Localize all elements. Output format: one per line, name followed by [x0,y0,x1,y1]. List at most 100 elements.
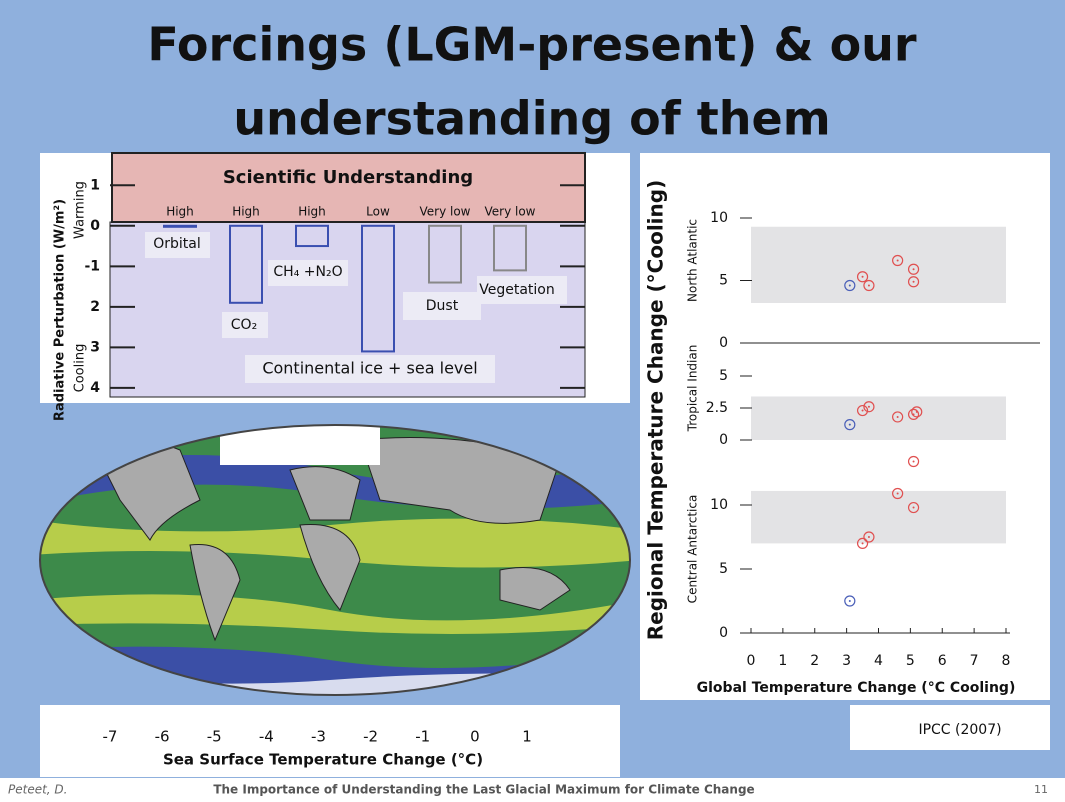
slide-title: understanding of them [233,92,830,146]
point-dot [912,280,915,283]
source: IPCC (2007) [918,722,1001,738]
point-dot [867,405,870,408]
understanding-label: High [232,205,260,219]
y-tick-label: 4 [90,380,100,396]
point-dot [896,492,899,495]
y-tick-label: 1 [90,177,100,193]
x-tick-label: 6 [938,653,947,669]
category-label: Orbital [153,236,201,252]
y-tick-label: 10 [710,497,728,513]
category-label: Continental ice + sea level [262,359,477,378]
annotation: Warming [73,181,88,239]
footer-title: The Importance of Understanding the Last… [213,783,754,797]
footer-author: Peteet, D. [8,783,67,797]
understanding-label: High [298,205,326,219]
range-band [751,226,1006,303]
y-axis-label: Regional Temperature Change (°Cooling) [644,180,668,640]
x-tick-label: 4 [874,653,883,669]
y-tick-label: 0 [719,625,728,641]
point [856,537,869,550]
range-band [751,490,1006,544]
bar [493,224,527,272]
x-tick-label: -6 [155,728,170,746]
point [892,411,904,423]
category-label: Dust [426,298,459,314]
label-box [268,260,348,286]
point-dot [848,284,851,287]
y-tick-label: 10 [710,210,728,226]
y-tick-label: 2.5 [706,400,728,416]
panel-label: Tropical Indian [686,345,700,433]
slide-title: Forcings (LGM-present) & our [147,18,917,72]
x-tick-label: 1 [522,728,532,746]
bar [428,224,462,284]
x-tick-label: -3 [311,728,326,746]
point [892,254,904,267]
label-box [477,276,567,304]
understanding-label: Very low [485,205,536,219]
x-tick-label: 3 [842,653,851,669]
point [863,401,875,413]
point-dot [867,284,870,287]
bar [229,224,263,304]
category-label: CO₂ [231,317,257,333]
point-dot [896,259,899,262]
point [844,595,856,607]
label-box [245,355,495,383]
bar [295,224,329,248]
point [844,419,856,431]
range-band [751,396,1006,440]
label-box [145,232,210,258]
understanding-label: High [166,205,194,219]
x-tick-label: 1 [778,653,787,669]
understanding-label: Very low [420,205,471,219]
bar [361,224,395,353]
panel-label: North Atlantic [686,219,700,302]
page-number: 11 [1034,783,1048,796]
point-dot [848,423,851,426]
y-tick-label: 2 [90,299,100,315]
point-dot [861,275,864,278]
point [911,406,923,418]
x-tick-label: 5 [906,653,915,669]
point-dot [867,536,870,538]
x-tick-label: 0 [470,728,480,746]
point [907,408,920,420]
point [856,271,869,283]
colorbar-background [40,705,620,777]
y-tick-label: 0 [719,432,728,448]
x-tick-label: 2 [810,653,819,669]
point [863,279,875,292]
source-background [850,705,1050,750]
bar [163,224,197,228]
y-tick-label: -1 [84,258,100,274]
understanding-label: Low [366,205,390,219]
y-tick-label: 0 [719,335,728,351]
map-outline [39,424,631,696]
x-axis-label: Global Temperature Change (°C Cooling) [697,680,1016,696]
x-tick-label: -7 [103,728,118,746]
panel-label: Central Antarctica [686,495,700,604]
point-dot [915,410,918,413]
point [892,487,904,500]
point-dot [896,415,899,418]
y-tick-label: 5 [719,368,728,384]
y-tick-label: 3 [90,339,100,355]
point-dot [912,460,915,463]
y-tick-label: 5 [719,273,728,289]
category-label: Vegetation [479,282,555,298]
point [907,263,920,275]
point [856,404,869,417]
y-axis-label: Radiative Perturbation (W/m²) [53,199,68,421]
x-axis-label: Sea Surface Temperature Change (°C) [163,751,483,769]
label-box [222,312,268,338]
x-tick-label: -1 [415,728,430,746]
point [907,455,920,468]
category-label: CH₄ +N₂O [273,264,342,280]
label-box [403,292,481,320]
point-dot [912,268,915,271]
point-dot [848,600,851,602]
point-dot [912,506,915,509]
x-tick-label: 0 [747,653,756,669]
